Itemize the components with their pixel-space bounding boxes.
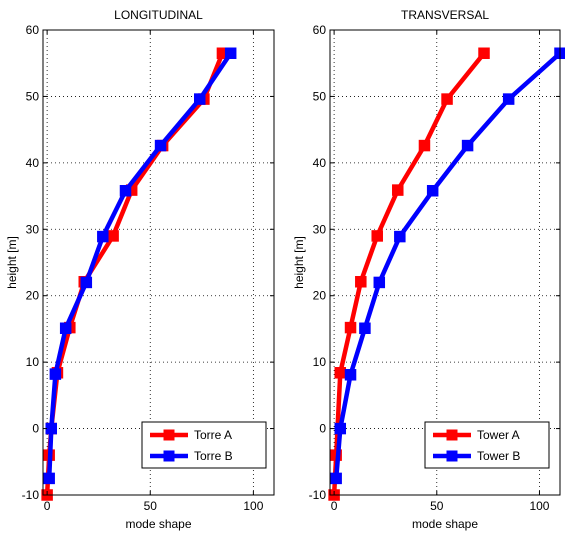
legend-entry: Tower B — [477, 449, 520, 463]
y-tick-label: -10 — [309, 488, 327, 502]
data-point — [119, 185, 132, 197]
data-point — [45, 422, 57, 435]
x-tick-label: 100 — [529, 499, 549, 513]
data-point — [478, 47, 490, 59]
data-point — [355, 276, 367, 288]
y-tick-label: 10 — [26, 355, 40, 369]
axes-frame — [329, 29, 561, 496]
legend-entry: Torre A — [194, 428, 232, 442]
data-point — [334, 367, 347, 379]
chart-panel-1: 0 50 100 -10 0 10 20 30 40 50 60 LONGITUDINAL mode s… — [5, 8, 275, 531]
y-axis-label: height [m] — [292, 236, 306, 289]
y-axis-label: height [m] — [5, 236, 19, 289]
y-tick-label: 30 — [26, 222, 40, 236]
data-point — [344, 369, 357, 381]
data-point — [461, 139, 474, 152]
x-tick-label: 0 — [331, 499, 338, 513]
y-tick-label: 50 — [26, 89, 40, 103]
series-line-2 — [46, 51, 233, 481]
data-point — [394, 230, 406, 243]
y-tick-label: 0 — [319, 422, 326, 436]
data-point — [371, 230, 383, 242]
y-tick-label: 20 — [26, 289, 40, 303]
data-point — [49, 368, 62, 380]
x-axis-label: mode shape — [125, 517, 191, 531]
chart-title: LONGITUDINAL — [114, 8, 203, 22]
data-point — [330, 472, 342, 485]
data-point — [373, 276, 386, 289]
axes-frame — [42, 29, 275, 496]
data-point — [224, 47, 237, 59]
y-tick-label: 40 — [313, 156, 327, 170]
data-point — [334, 422, 347, 435]
legend-marker — [163, 450, 175, 462]
legend-entry: Tower A — [477, 428, 520, 442]
data-point — [344, 321, 357, 334]
data-point — [392, 184, 404, 196]
legend-marker — [446, 429, 458, 441]
y-tick-label: 20 — [313, 289, 327, 303]
data-point — [154, 139, 167, 152]
data-point — [80, 276, 93, 289]
plot-area — [43, 30, 274, 495]
chart-panel-2: 0 50 100 -10 0 10 20 30 40 50 60 TRANSVERSAL mode sh… — [292, 8, 565, 531]
data-point — [107, 230, 119, 242]
series-line-1 — [331, 51, 487, 498]
legend-marker — [446, 450, 458, 462]
series-line-2 — [333, 51, 563, 481]
legend-box — [141, 421, 267, 469]
y-tick-label: 0 — [32, 422, 39, 436]
y-tick-label: 60 — [26, 23, 40, 37]
y-tick-label: 10 — [313, 355, 327, 369]
x-tick-label: 100 — [243, 499, 263, 513]
x-tick-label: 50 — [144, 499, 158, 513]
x-axis-label: mode shape — [412, 517, 478, 531]
legend-entry: Torre B — [194, 449, 233, 463]
data-point — [97, 230, 109, 243]
legend: Torre A Torre B — [141, 421, 267, 469]
data-point — [194, 93, 206, 105]
data-point — [426, 185, 439, 197]
y-tick-label: 60 — [313, 23, 327, 37]
data-point — [502, 93, 515, 105]
data-point — [359, 322, 371, 335]
data-point — [441, 93, 453, 105]
y-tick-label: 50 — [313, 89, 327, 103]
legend: Tower A Tower B — [424, 421, 550, 469]
y-tick-label: -10 — [22, 488, 40, 502]
chart-title: TRANSVERSAL — [401, 8, 489, 22]
x-tick-label: 0 — [44, 499, 51, 513]
legend-marker — [163, 429, 175, 441]
y-tick-label: 30 — [313, 222, 327, 236]
data-point — [418, 139, 431, 152]
legend-box — [424, 421, 550, 469]
x-tick-label: 50 — [430, 499, 444, 513]
data-point — [43, 472, 55, 485]
data-point — [59, 322, 72, 335]
y-tick-label: 40 — [26, 156, 40, 170]
